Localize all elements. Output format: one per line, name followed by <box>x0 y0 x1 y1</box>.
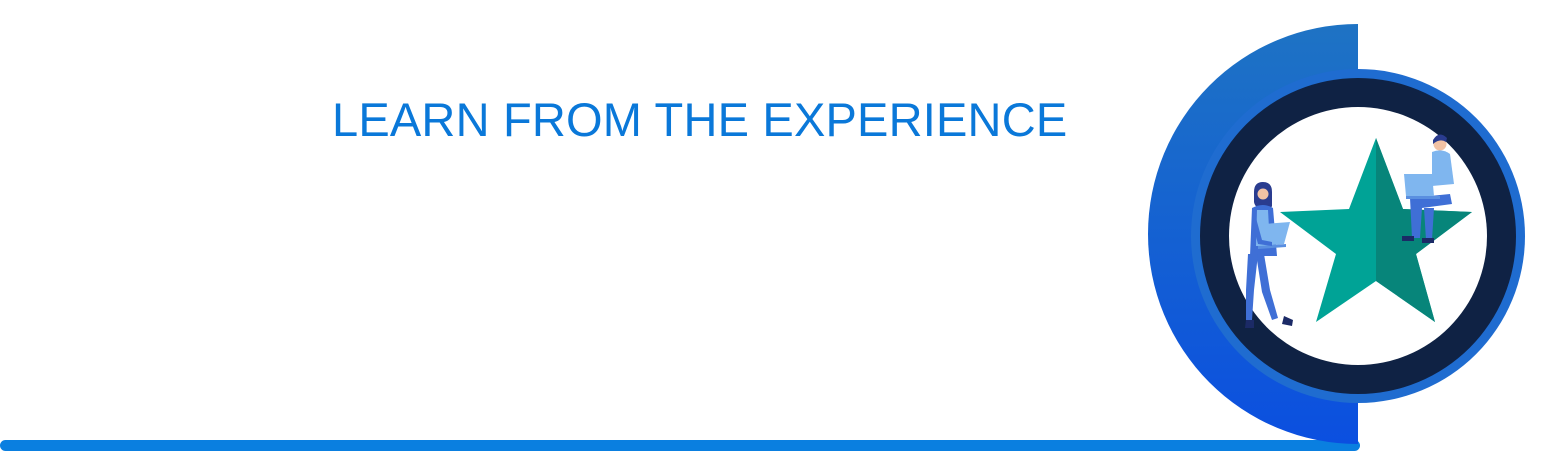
banner-heading: LEARN FROM THE EXPERIENCE <box>332 93 1068 146</box>
bottom-divider <box>0 440 1360 451</box>
woman-with-laptop-icon <box>1245 182 1293 328</box>
man-with-laptop-icon <box>1402 134 1454 243</box>
illustration-svg <box>1148 24 1525 444</box>
star-icon <box>1274 132 1478 328</box>
star-with-people-illustration <box>1140 22 1540 446</box>
